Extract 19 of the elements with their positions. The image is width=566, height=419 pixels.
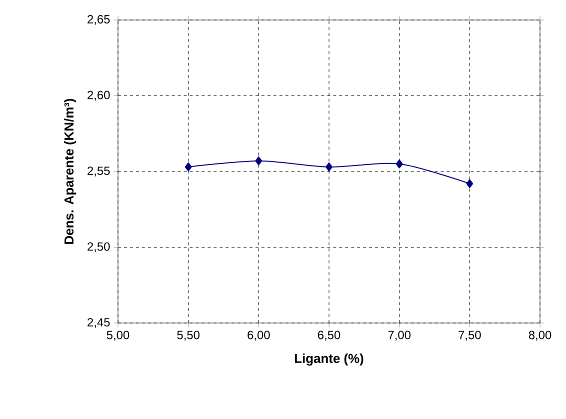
x-tick-label: 8,00 <box>528 330 552 341</box>
x-tick-label: 7,50 <box>458 330 481 341</box>
point <box>326 162 332 172</box>
point <box>466 179 474 188</box>
y-axis-title: Dens. Aparente (KN/m³) <box>64 98 76 244</box>
y-tick-label: 2,45 <box>88 318 110 328</box>
x-tick-label: 6,00 <box>248 330 270 341</box>
x-tick-label: 5,50 <box>177 330 200 341</box>
y-tick-label: 2,60 <box>88 90 110 101</box>
x-tick-label: 6,50 <box>318 330 340 341</box>
point <box>255 156 262 166</box>
point <box>396 159 403 168</box>
y-tick-label: 2,50 <box>88 242 110 252</box>
x-axis-title: Ligante (%) <box>294 353 364 366</box>
x-tick-label: 5,00 <box>106 330 130 341</box>
y-tick-label: 2,55 <box>88 166 110 176</box>
y-tick-label: 2,65 <box>88 15 110 25</box>
point <box>184 162 192 172</box>
x-tick-label: 7,00 <box>388 330 411 341</box>
